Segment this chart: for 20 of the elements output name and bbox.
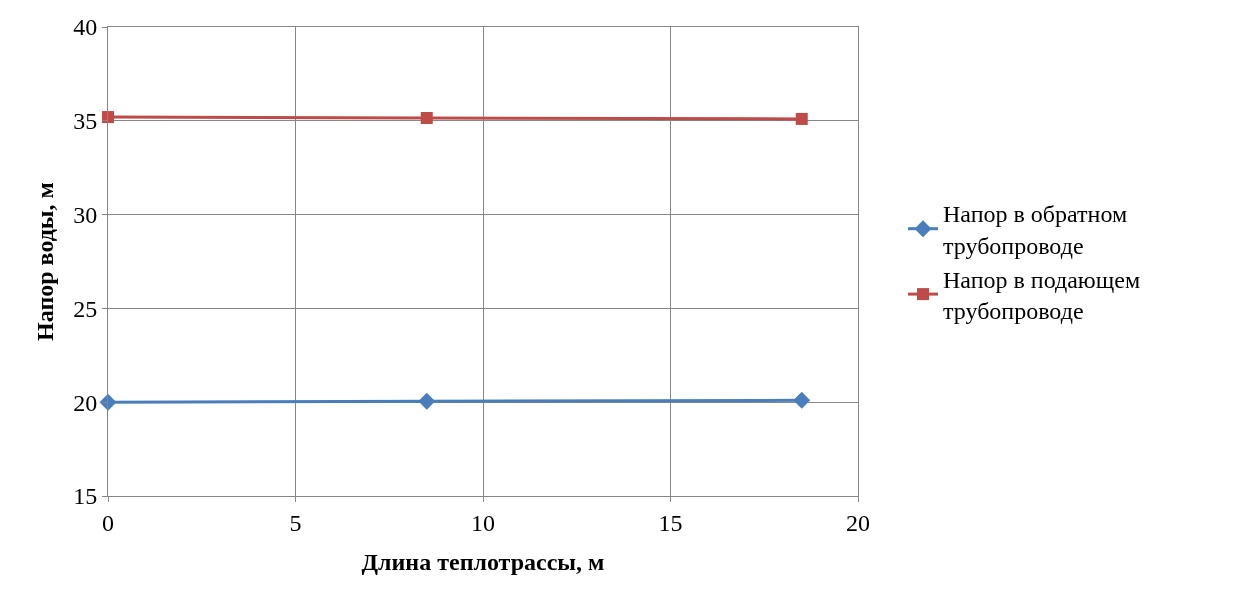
legend-label: Напор в обратном трубопроводе: [943, 201, 1128, 259]
y-tick-label: 20: [73, 389, 98, 416]
y-tick-label: 40: [73, 14, 98, 41]
y-tick-label: 25: [73, 295, 98, 322]
y-axis-title: Напор воды, м: [32, 182, 59, 341]
point: [420, 111, 433, 124]
point: [418, 392, 436, 410]
x-tick-label: 20: [846, 509, 870, 536]
x-tick-label: 15: [658, 509, 683, 536]
point: [99, 393, 117, 411]
point: [795, 112, 808, 125]
y-tick-label: 15: [73, 483, 98, 510]
x-tick-label: 5: [289, 509, 302, 536]
y-tick-label: 30: [73, 202, 98, 228]
point: [793, 391, 811, 409]
y-tick-label: 35: [73, 108, 98, 135]
x-tick-label: 0: [102, 509, 114, 536]
legend-label: Напор в подающем трубопроводе: [943, 266, 1141, 325]
x-tick-label: 10: [471, 509, 495, 536]
x-axis-title: Длина теплотрассы, м: [361, 549, 605, 576]
